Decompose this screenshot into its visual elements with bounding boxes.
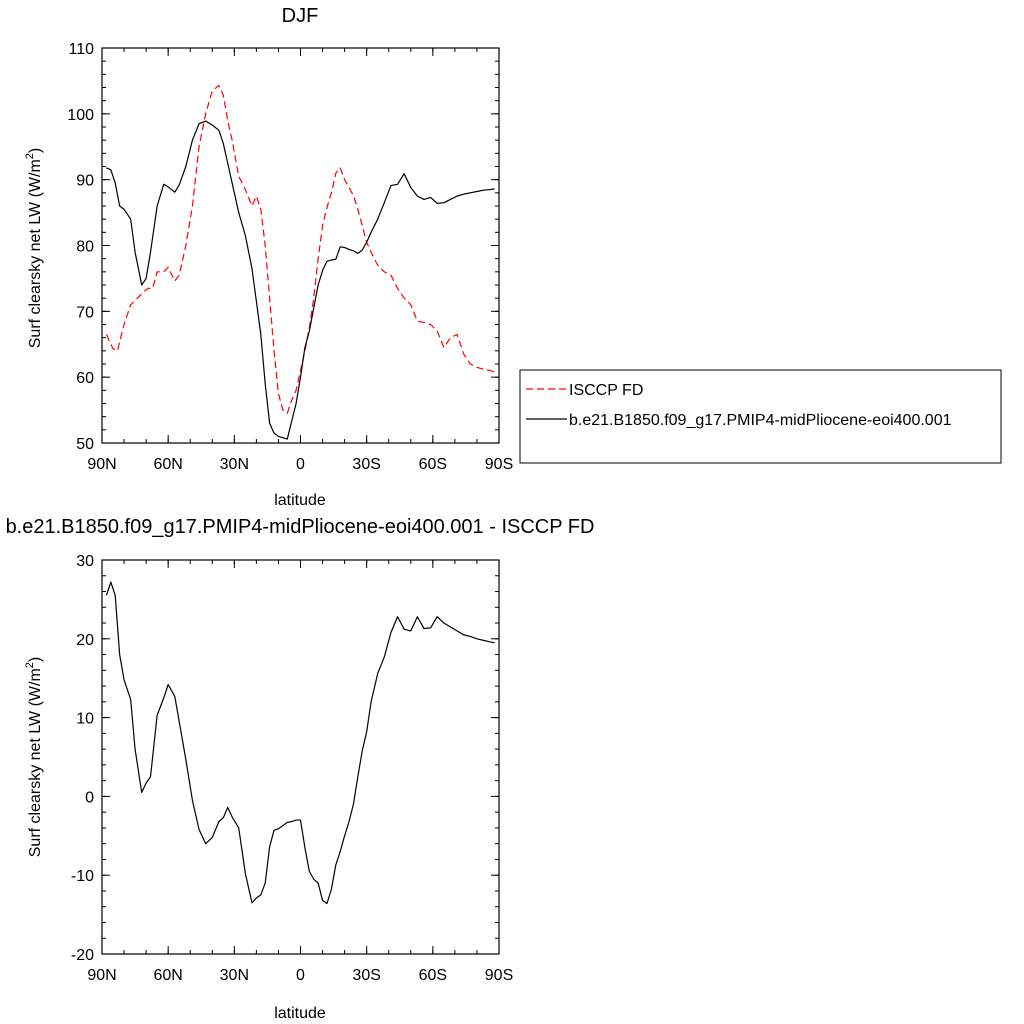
bottom-y-tick-label: -20 [71, 947, 94, 964]
top-series-line-2 [106, 120, 495, 440]
bottom-y-tick-label: 10 [76, 711, 94, 728]
bottom-y-axis-label-main: Surf clearsky net LW (W/m [27, 668, 44, 857]
top-y-tick-label: 100 [67, 107, 94, 124]
top-y-tick-label: 60 [76, 370, 94, 387]
top-series-line-1 [105, 84, 495, 414]
top-y-axis-label-main: Surf clearsky net LW (W/m [27, 159, 44, 348]
top-y-tick-label: 110 [68, 41, 94, 58]
top-plot-frame [101, 47, 500, 444]
top-x-tick-label: 30N [220, 456, 249, 473]
bottom-plot-frame [101, 559, 500, 955]
bottom-y-tick-label: 30 [76, 553, 94, 570]
bottom-y-axis-label-sup: 2 [24, 662, 36, 668]
bottom-panel: b.e21.B1850.f09_g17.PMIP4-midPliocene-eo… [6, 516, 595, 1022]
top-plot-area: 90N 60N 30N 0 30S 60S 90S 50 60 70 80 90 100 110 [67, 41, 513, 473]
legend-label-model: b.e21.B1850.f09_g17.PMIP4-midPliocene-eo… [569, 412, 952, 429]
top-x-tick-label: 60S [419, 456, 447, 473]
top-x-tick-label: 60N [153, 456, 182, 473]
top-y-axis-label-tail: ) [27, 148, 44, 153]
bottom-plot-area: 90N 60N 30N 0 30S 60S 90S -20 -10 0 10 20 30 [71, 553, 513, 984]
top-x-axis-label: latitude [274, 492, 326, 509]
bottom-x-axis-label: latitude [274, 1005, 326, 1022]
bottom-chart-title: b.e21.B1850.f09_g17.PMIP4-midPliocene-eo… [6, 516, 595, 538]
bottom-y-axis-label: Surf clearsky net LW (W/m2) [24, 657, 44, 858]
top-y-axis-label-sup: 2 [24, 153, 36, 159]
bottom-x-tick-label: 60N [153, 967, 182, 984]
bottom-y-tick-label: 20 [76, 632, 94, 649]
top-x-tick-label: 90S [485, 456, 513, 473]
bottom-y-tick-label: -10 [71, 868, 94, 885]
top-x-tick-label: 90N [87, 456, 116, 473]
legend: ISCCP FD b.e21.B1850.f09_g17.PMIP4-midPl… [519, 369, 1002, 464]
bottom-y-axis-label-tail: ) [27, 657, 44, 662]
top-x-tick-label: 0 [296, 456, 305, 473]
bottom-x-tick-label: 30S [352, 967, 380, 984]
bottom-x-tick-label: 90S [485, 967, 513, 984]
top-panel: DJF 90N 60N 30N 0 30S 60S 90S5060708090100110 … [24, 5, 513, 509]
top-chart-title: DJF [282, 5, 319, 27]
bottom-series-line-1 [105, 581, 495, 905]
top-y-axis-label: Surf clearsky net LW (W/m2) [24, 148, 44, 349]
bottom-x-tick-label: 90N [87, 967, 116, 984]
legend-label-isccp: ISCCP FD [569, 382, 643, 399]
top-y-tick-label: 50 [76, 436, 94, 453]
bottom-y-tick-label: 0 [85, 789, 94, 806]
bottom-x-tick-label: 60S [419, 967, 447, 984]
top-y-tick-label: 70 [76, 304, 94, 321]
top-x-tick-label: 30S [352, 456, 380, 473]
top-y-tick-label: 80 [76, 239, 94, 256]
top-y-tick-label: 90 [76, 173, 94, 190]
legend-box [519, 369, 1002, 464]
bottom-x-tick-label: 30N [220, 967, 249, 984]
bottom-x-tick-label: 0 [296, 967, 305, 984]
